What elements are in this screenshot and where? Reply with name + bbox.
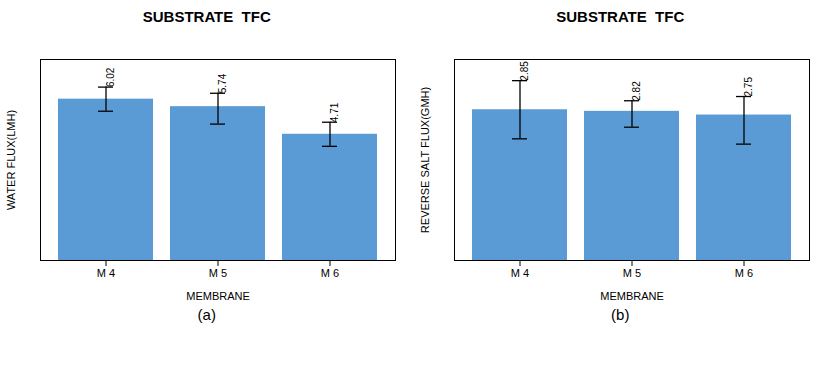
svg-text:2.85: 2.85 bbox=[519, 61, 530, 81]
svg-text:M 5: M 5 bbox=[209, 267, 227, 279]
svg-text:M 4: M 4 bbox=[97, 267, 115, 279]
svg-text:5.74: 5.74 bbox=[217, 73, 228, 93]
svg-text:MEMBRANE: MEMBRANE bbox=[600, 290, 664, 302]
html-text:SUBSTRATE TFC: SUBSTRATE TFC bbox=[556, 8, 685, 25]
svg-text:2.82: 2.82 bbox=[631, 81, 642, 101]
svg-text:M 4: M 4 bbox=[511, 267, 529, 279]
html-text:(a): (a) bbox=[197, 306, 216, 323]
svg-text:2.75: 2.75 bbox=[743, 77, 754, 97]
svg-text:6.02: 6.02 bbox=[105, 67, 116, 87]
svg-text:M 6: M 6 bbox=[321, 267, 339, 279]
svg-text:MEMBRANE: MEMBRANE bbox=[186, 290, 250, 302]
html-text:SUBSTRATE TFC: SUBSTRATE TFC bbox=[142, 8, 271, 25]
svg-text:M 5: M 5 bbox=[623, 267, 641, 279]
svg-text:4.71: 4.71 bbox=[329, 102, 340, 122]
svg-text:REVERSE SALT FLUX(GMH): REVERSE SALT FLUX(GMH) bbox=[419, 87, 431, 233]
svg-text:WATER FLUX(LMH): WATER FLUX(LMH) bbox=[6, 110, 18, 210]
svg-text:M 6: M 6 bbox=[735, 267, 753, 279]
html-text:(b): (b) bbox=[611, 306, 630, 323]
